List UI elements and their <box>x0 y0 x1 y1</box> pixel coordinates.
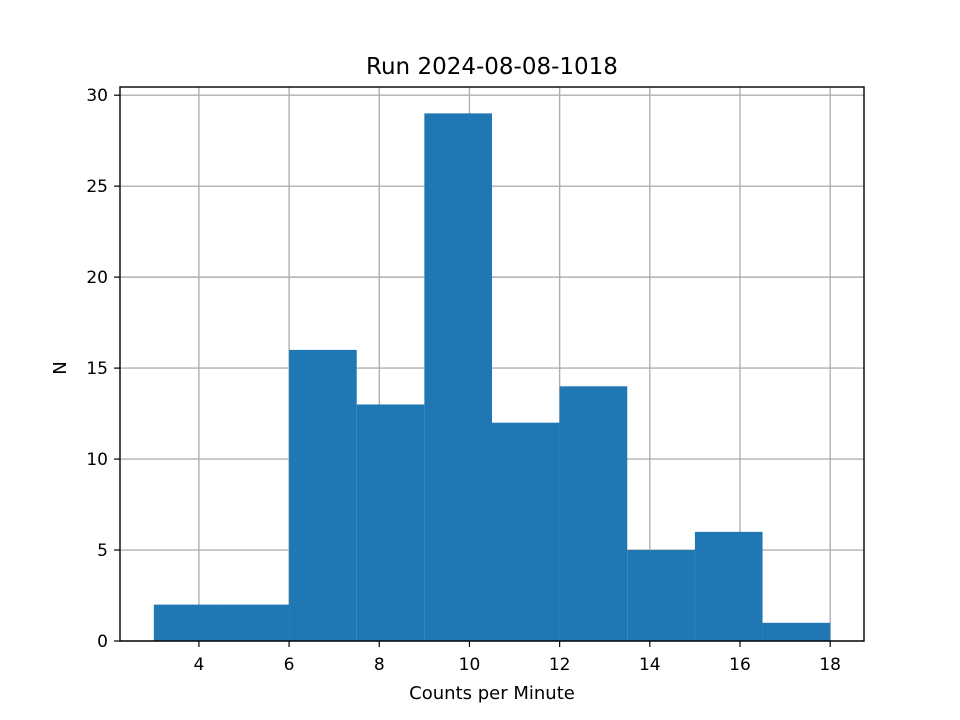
x-tick-label: 6 <box>284 655 295 675</box>
histogram-bar <box>762 622 831 641</box>
histogram-bar <box>289 349 357 641</box>
y-tick-label: 0 <box>97 632 108 652</box>
plot-frame <box>119 86 865 642</box>
histogram-bar <box>221 604 290 641</box>
x-axis-label: Counts per Minute <box>409 683 575 704</box>
histogram-bar <box>559 386 628 641</box>
histogram-bar <box>627 550 695 641</box>
histogram-bar <box>424 113 492 641</box>
x-tick-label: 14 <box>639 655 661 675</box>
y-tick-label: 10 <box>86 450 108 470</box>
x-tick-label: 12 <box>549 655 571 675</box>
histogram-bar <box>492 422 560 641</box>
y-tick-label: 15 <box>86 359 108 379</box>
x-tick-label: 10 <box>459 655 481 675</box>
bars <box>153 113 831 641</box>
y-axis: 0 5 10 15 20 25 30 <box>86 86 120 652</box>
histogram-bar <box>356 404 425 641</box>
x-tick-label: 4 <box>193 655 204 675</box>
y-axis-label: N <box>50 361 71 374</box>
histogram-bar <box>694 531 763 641</box>
x-axis: 4 6 8 10 12 14 16 18 <box>193 641 841 675</box>
y-tick-label: 25 <box>86 177 108 197</box>
histogram-bar <box>153 604 222 641</box>
x-tick-label: 16 <box>729 655 751 675</box>
y-tick-label: 20 <box>86 268 108 288</box>
y-tick-label: 5 <box>97 541 108 561</box>
x-tick-label: 8 <box>374 655 385 675</box>
x-tick-label: 18 <box>819 655 841 675</box>
chart-title: Run 2024-08-08-1018 <box>366 54 618 80</box>
y-tick-label: 30 <box>86 86 108 106</box>
